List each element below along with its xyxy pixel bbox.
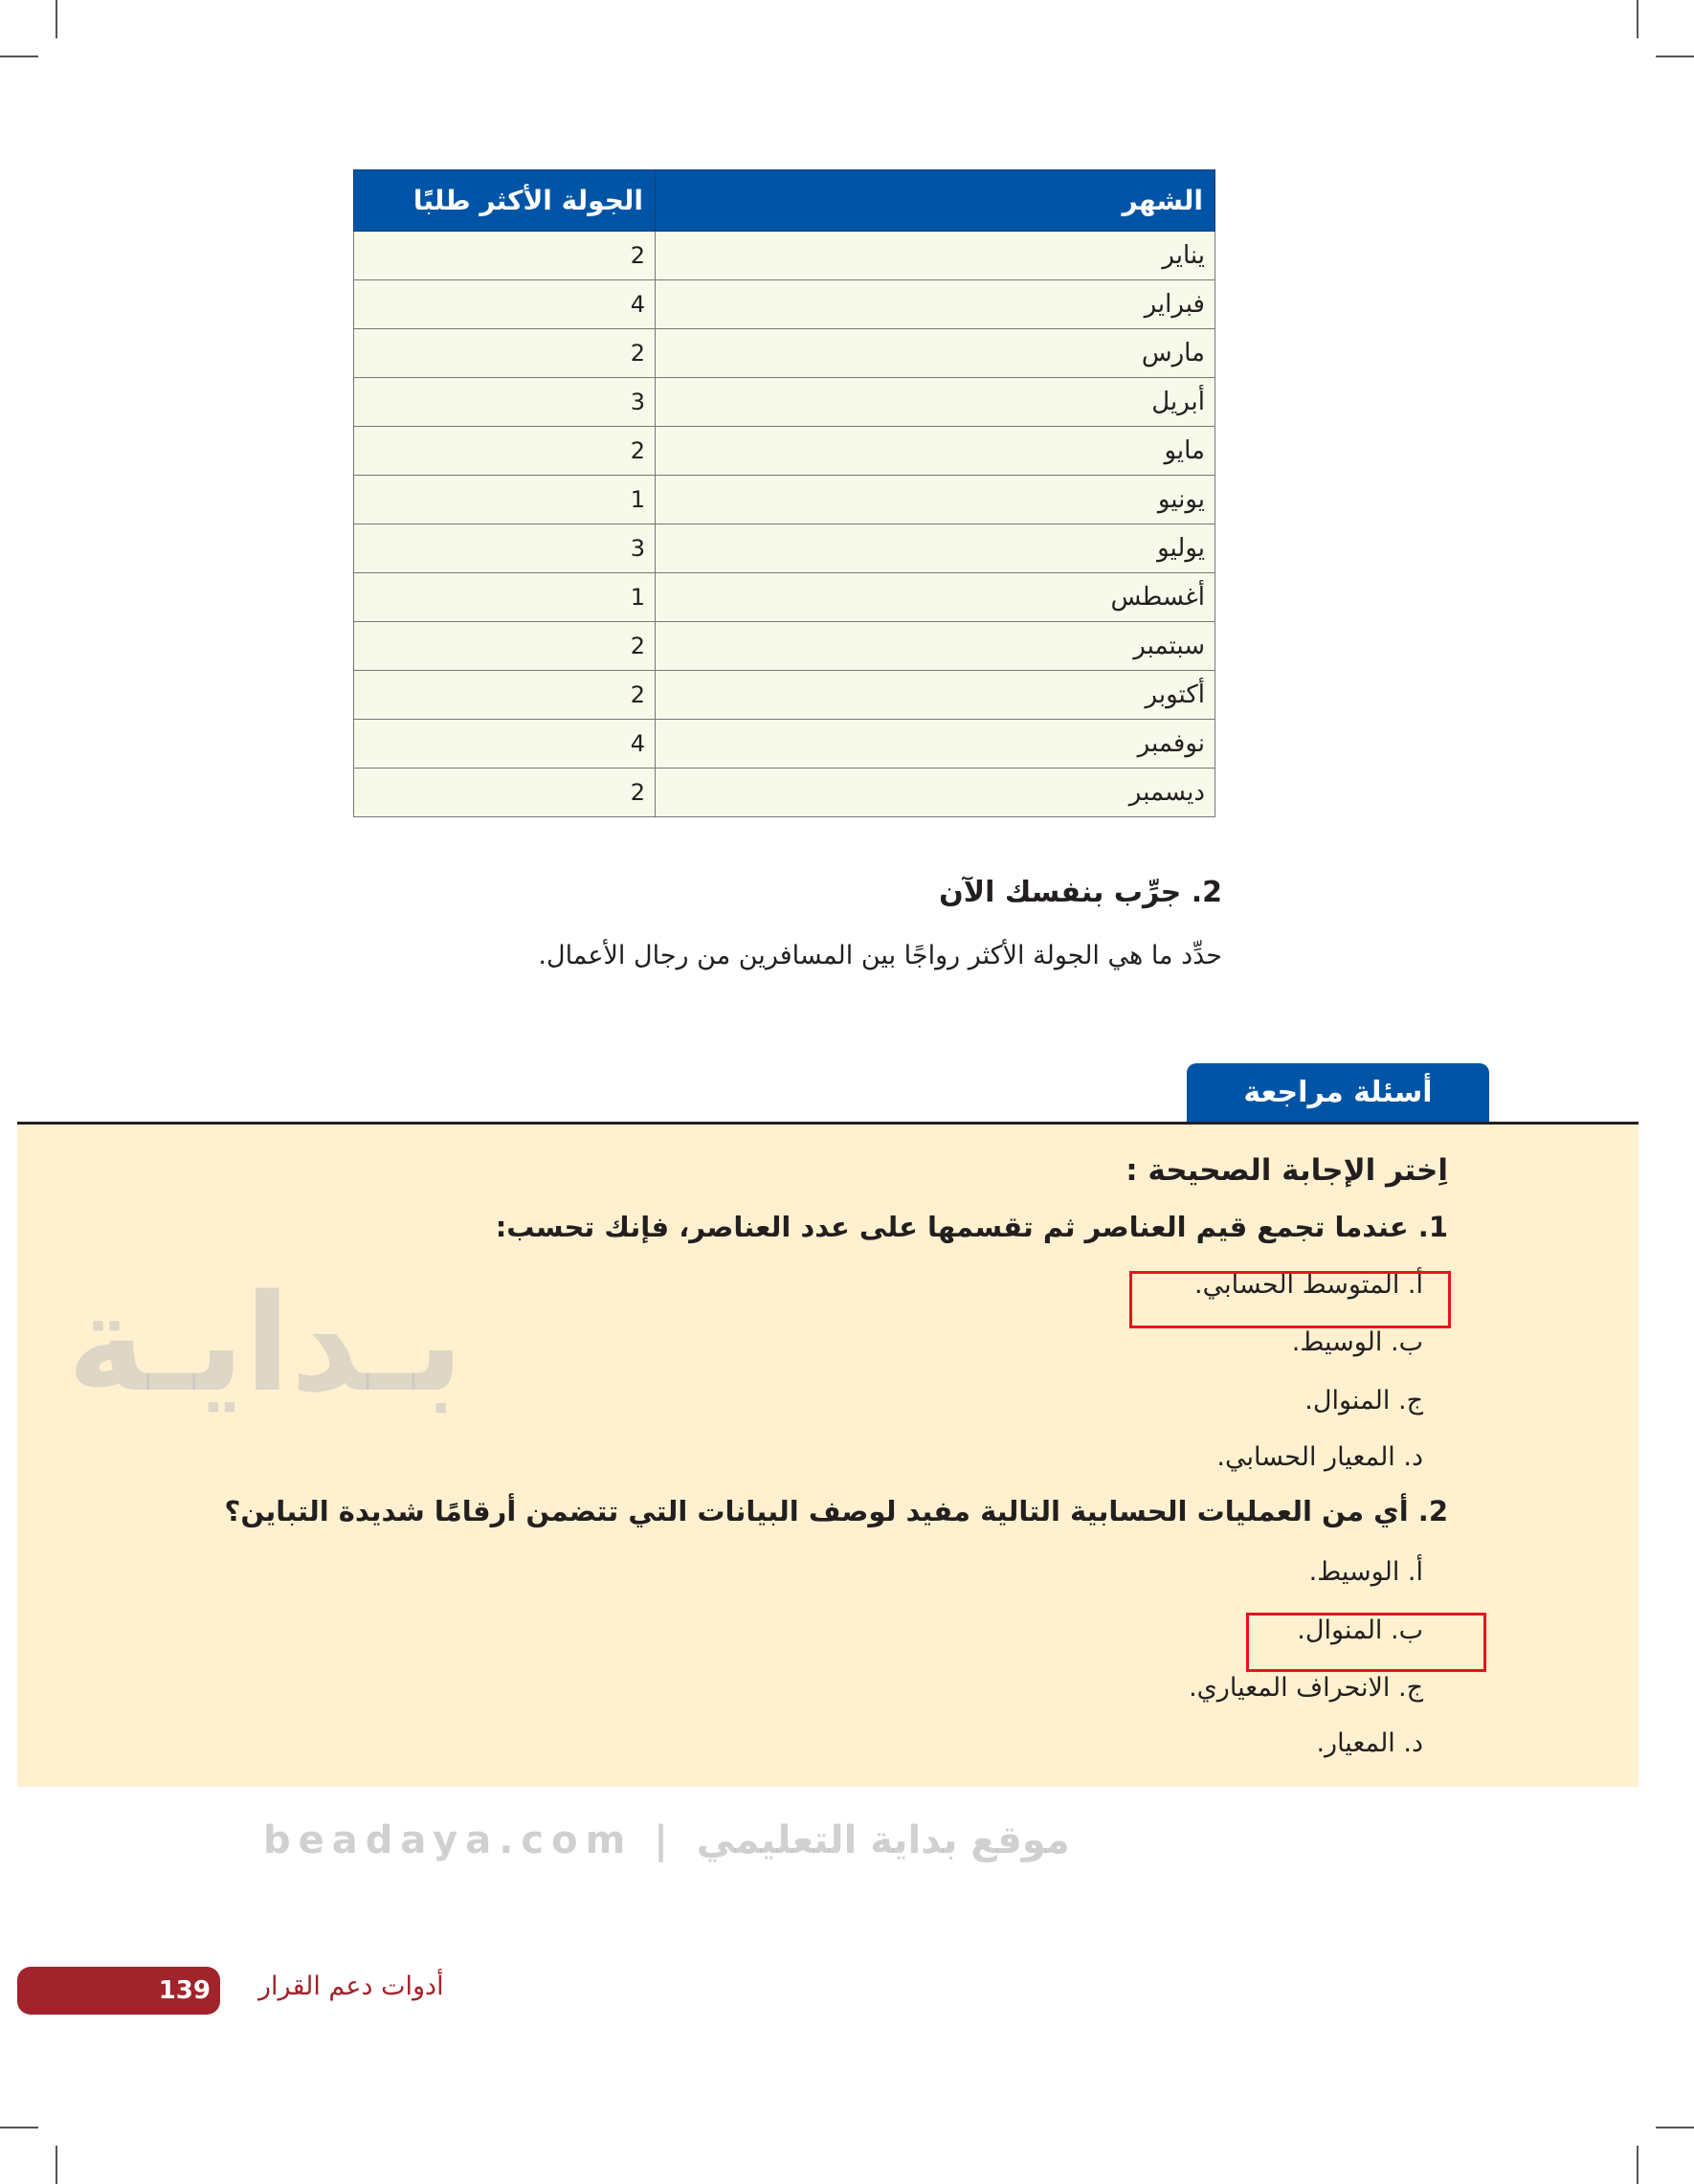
tour-cell: 2 — [353, 768, 656, 817]
selected-answer-highlight — [1246, 1613, 1486, 1672]
month-cell: مارس — [655, 328, 1215, 378]
table-row: يونيو 1 — [353, 475, 1215, 524]
question-2: 2. أي من العمليات الحسابية التالية مفيد … — [224, 1495, 1449, 1527]
answer-option[interactable]: أ. الوسيط. — [1308, 1557, 1423, 1587]
table-row: مارس 2 — [353, 328, 1215, 378]
header-month: الشهر — [655, 169, 1215, 232]
review-questions-tab: أسئلة مراجعة — [1187, 1063, 1489, 1123]
month-cell: سبتمبر — [655, 621, 1215, 671]
table-row: مايو 2 — [353, 426, 1215, 476]
instruction: اِختر الإجابة الصحيحة : — [1126, 1153, 1448, 1188]
selected-answer-highlight — [1129, 1271, 1451, 1328]
answer-option[interactable]: أ. المتوسط الحسابي. — [1193, 1270, 1423, 1300]
table-header-row: الشهر الجولة الأكثر طلبًا — [353, 169, 1215, 232]
tour-cell: 2 — [353, 621, 656, 671]
table-row: يوليو 3 — [353, 524, 1215, 573]
month-cell: أكتوبر — [655, 670, 1215, 720]
table-row: ديسمبر 2 — [353, 768, 1215, 817]
answer-option[interactable]: ب. المنوال. — [1297, 1616, 1423, 1645]
tour-cell: 2 — [353, 328, 656, 378]
month-cell: ديسمبر — [655, 768, 1215, 817]
month-cell: فبراير — [655, 279, 1215, 329]
crop-mark — [0, 2127, 38, 2128]
month-cell: نوفمبر — [655, 719, 1215, 769]
crop-mark — [56, 0, 57, 38]
page-number: 139 — [158, 1976, 211, 2005]
table-row: فبراير 4 — [353, 279, 1215, 329]
month-cell: يونيو — [655, 475, 1215, 524]
month-cell: يناير — [655, 231, 1215, 280]
watermark-site: beadaya.com | موقع بداية التعليمي — [263, 1818, 1070, 1862]
table-row: أكتوبر 2 — [353, 670, 1215, 720]
divider — [17, 1122, 1638, 1125]
answer-option[interactable]: ب. الوسيط. — [1291, 1327, 1423, 1357]
chapter-title: أدوات دعم القرار — [258, 1972, 444, 2001]
crop-mark — [56, 2146, 57, 2184]
tour-cell: 4 — [353, 279, 656, 329]
month-cell: مايو — [655, 426, 1215, 476]
crop-mark — [1656, 2127, 1694, 2128]
answer-option[interactable]: ج. المنوال. — [1304, 1386, 1423, 1415]
page-number-badge: 139 — [17, 1967, 220, 2015]
table-row: يناير 2 — [353, 231, 1215, 280]
tour-cell: 2 — [353, 426, 656, 476]
table-row: أبريل 3 — [353, 377, 1215, 427]
table-row: نوفمبر 4 — [353, 719, 1215, 769]
try-yourself-title: 2. جرِّب بنفسك الآن — [939, 876, 1222, 909]
try-yourself-text: حدِّد ما هي الجولة الأكثر رواجًا بين الم… — [538, 941, 1222, 970]
crop-mark — [0, 56, 38, 57]
review-panel — [17, 1125, 1638, 1787]
month-cell: يوليو — [655, 524, 1215, 573]
month-cell: أغسطس — [655, 572, 1215, 622]
tours-table: الشهر الجولة الأكثر طلبًا يناير 2 فبراير 4 م… — [353, 169, 1215, 817]
tour-cell: 1 — [353, 475, 656, 524]
crop-mark — [1637, 0, 1638, 38]
month-cell: أبريل — [655, 377, 1215, 427]
table-row: سبتمبر 2 — [353, 621, 1215, 671]
tour-cell: 3 — [353, 377, 656, 427]
tour-cell: 2 — [353, 231, 656, 280]
tour-cell: 3 — [353, 524, 656, 573]
crop-mark — [1656, 56, 1694, 57]
header-tour: الجولة الأكثر طلبًا — [353, 169, 656, 232]
tour-cell: 4 — [353, 719, 656, 769]
tour-cell: 2 — [353, 670, 656, 720]
tour-cell: 1 — [353, 572, 656, 622]
table-row: أغسطس 1 — [353, 572, 1215, 622]
answer-option[interactable]: ج. الانحراف المعياري. — [1189, 1673, 1423, 1703]
question-1: 1. عندما تجمع قيم العناصر ثم تقسمها على … — [495, 1211, 1448, 1243]
answer-option[interactable]: د. المعيار. — [1316, 1728, 1423, 1758]
answer-option[interactable]: د. المعيار الحسابي. — [1216, 1442, 1423, 1472]
crop-mark — [1637, 2146, 1638, 2184]
